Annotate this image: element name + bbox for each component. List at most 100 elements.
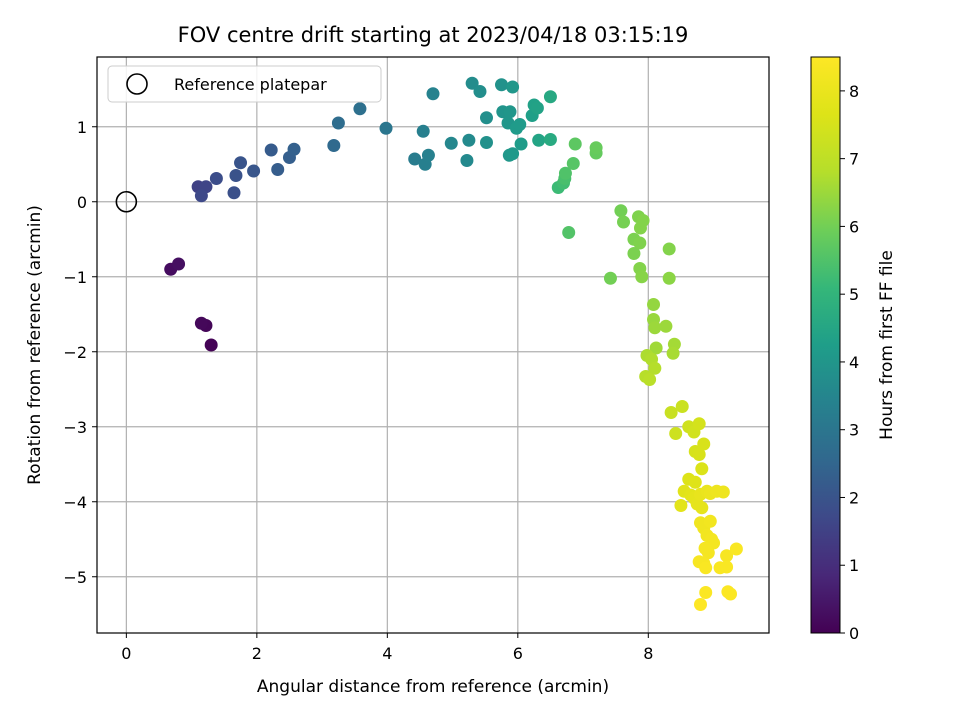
colorbar-frame xyxy=(810,56,841,634)
data-point xyxy=(204,338,218,352)
data-point xyxy=(287,142,301,156)
data-point xyxy=(692,448,706,461)
data-point xyxy=(416,124,430,138)
data-point xyxy=(724,587,738,601)
data-point xyxy=(247,164,261,178)
data-point xyxy=(647,298,661,311)
data-point xyxy=(648,361,662,375)
data-point xyxy=(589,141,603,155)
x-tick-label: 6 xyxy=(513,644,523,663)
y-tick-label: −1 xyxy=(63,268,87,287)
data-point xyxy=(172,257,186,271)
plot-frame xyxy=(96,56,770,634)
data-point xyxy=(643,373,657,386)
data-point xyxy=(695,501,709,515)
legend-box xyxy=(107,65,382,103)
data-point xyxy=(558,166,572,180)
data-point xyxy=(503,105,517,119)
x-axis-label: Angular distance from reference (arcmin) xyxy=(257,677,609,697)
colorbar-tick-label: 6 xyxy=(849,217,859,236)
data-point xyxy=(664,406,678,419)
data-point xyxy=(633,236,647,250)
data-point xyxy=(421,148,435,162)
colorbar-tick-label: 4 xyxy=(849,353,859,372)
data-point xyxy=(479,136,493,149)
data-point xyxy=(473,85,487,98)
data-point xyxy=(562,226,576,239)
data-point xyxy=(635,270,649,284)
data-point xyxy=(227,186,241,200)
y-axis-ticks: −5 −4 −3 −2 −1 0 1 xyxy=(63,118,97,587)
data-point xyxy=(513,118,527,131)
data-point xyxy=(194,316,208,330)
colorbar-gradient xyxy=(811,57,840,633)
y-tick-label: 1 xyxy=(77,118,87,137)
colorbar-tick-label: 2 xyxy=(849,488,859,507)
data-point xyxy=(659,319,673,333)
data-point xyxy=(194,189,208,203)
legend-marker-icon xyxy=(126,73,148,95)
data-point xyxy=(460,154,474,167)
colorbar-tick-label: 7 xyxy=(849,150,859,169)
data-point xyxy=(229,169,243,182)
data-point xyxy=(697,437,711,451)
data-point xyxy=(674,499,688,512)
data-point xyxy=(209,172,223,185)
data-point xyxy=(506,80,520,94)
data-point xyxy=(666,346,680,360)
data-point xyxy=(462,133,476,147)
data-point xyxy=(627,247,641,260)
legend-label: Reference platepar xyxy=(174,75,327,94)
data-point xyxy=(699,561,713,575)
data-point xyxy=(568,137,582,151)
data-point xyxy=(699,586,713,599)
data-point xyxy=(701,546,715,560)
data-point xyxy=(408,152,422,166)
x-tick-label: 4 xyxy=(382,644,392,663)
data-point xyxy=(465,76,479,90)
data-point xyxy=(692,417,706,431)
x-tick-label: 2 xyxy=(252,644,262,663)
data-point xyxy=(636,214,650,227)
colorbar-tick-label: 8 xyxy=(849,82,859,101)
data-point xyxy=(331,116,345,130)
colorbar: 0 1 2 3 4 5 6 7 8 Hours from first FF file xyxy=(810,56,897,643)
data-point xyxy=(729,542,743,556)
data-point xyxy=(379,121,393,135)
y-axis-label: Rotation from reference (arcmin) xyxy=(25,205,45,485)
reference-marker xyxy=(115,190,138,213)
data-point xyxy=(532,133,546,147)
grid-lines xyxy=(97,57,769,633)
data-point xyxy=(614,204,628,218)
data-point xyxy=(479,111,493,125)
data-point xyxy=(669,427,683,440)
data-point xyxy=(543,90,557,104)
data-point xyxy=(662,271,676,285)
data-point xyxy=(693,598,707,611)
chart-title: FOV centre drift starting at 2023/04/18 … xyxy=(178,23,689,47)
data-point xyxy=(703,514,717,528)
y-tick-label: 0 xyxy=(77,193,87,212)
data-point xyxy=(530,101,544,115)
colorbar-label: Hours from first FF file xyxy=(877,250,897,440)
x-tick-label: 8 xyxy=(643,644,653,663)
y-tick-label: −2 xyxy=(63,343,87,362)
data-point xyxy=(495,78,509,92)
legend: Reference platepar xyxy=(107,65,382,103)
data-point xyxy=(271,163,285,176)
colorbar-ticks: 0 1 2 3 4 5 6 7 8 xyxy=(840,82,859,643)
y-tick-label: −3 xyxy=(63,418,87,437)
data-point xyxy=(720,560,734,574)
x-tick-label: 0 xyxy=(121,644,131,663)
data-point xyxy=(566,157,580,170)
data-point xyxy=(649,341,663,355)
colorbar-tick-label: 3 xyxy=(849,421,859,440)
y-tick-label: −4 xyxy=(63,493,87,512)
data-point xyxy=(695,462,709,476)
data-point xyxy=(675,400,689,413)
data-point xyxy=(506,147,520,161)
data-point xyxy=(234,156,248,170)
data-point xyxy=(716,485,730,499)
y-tick-label: −5 xyxy=(63,568,87,587)
